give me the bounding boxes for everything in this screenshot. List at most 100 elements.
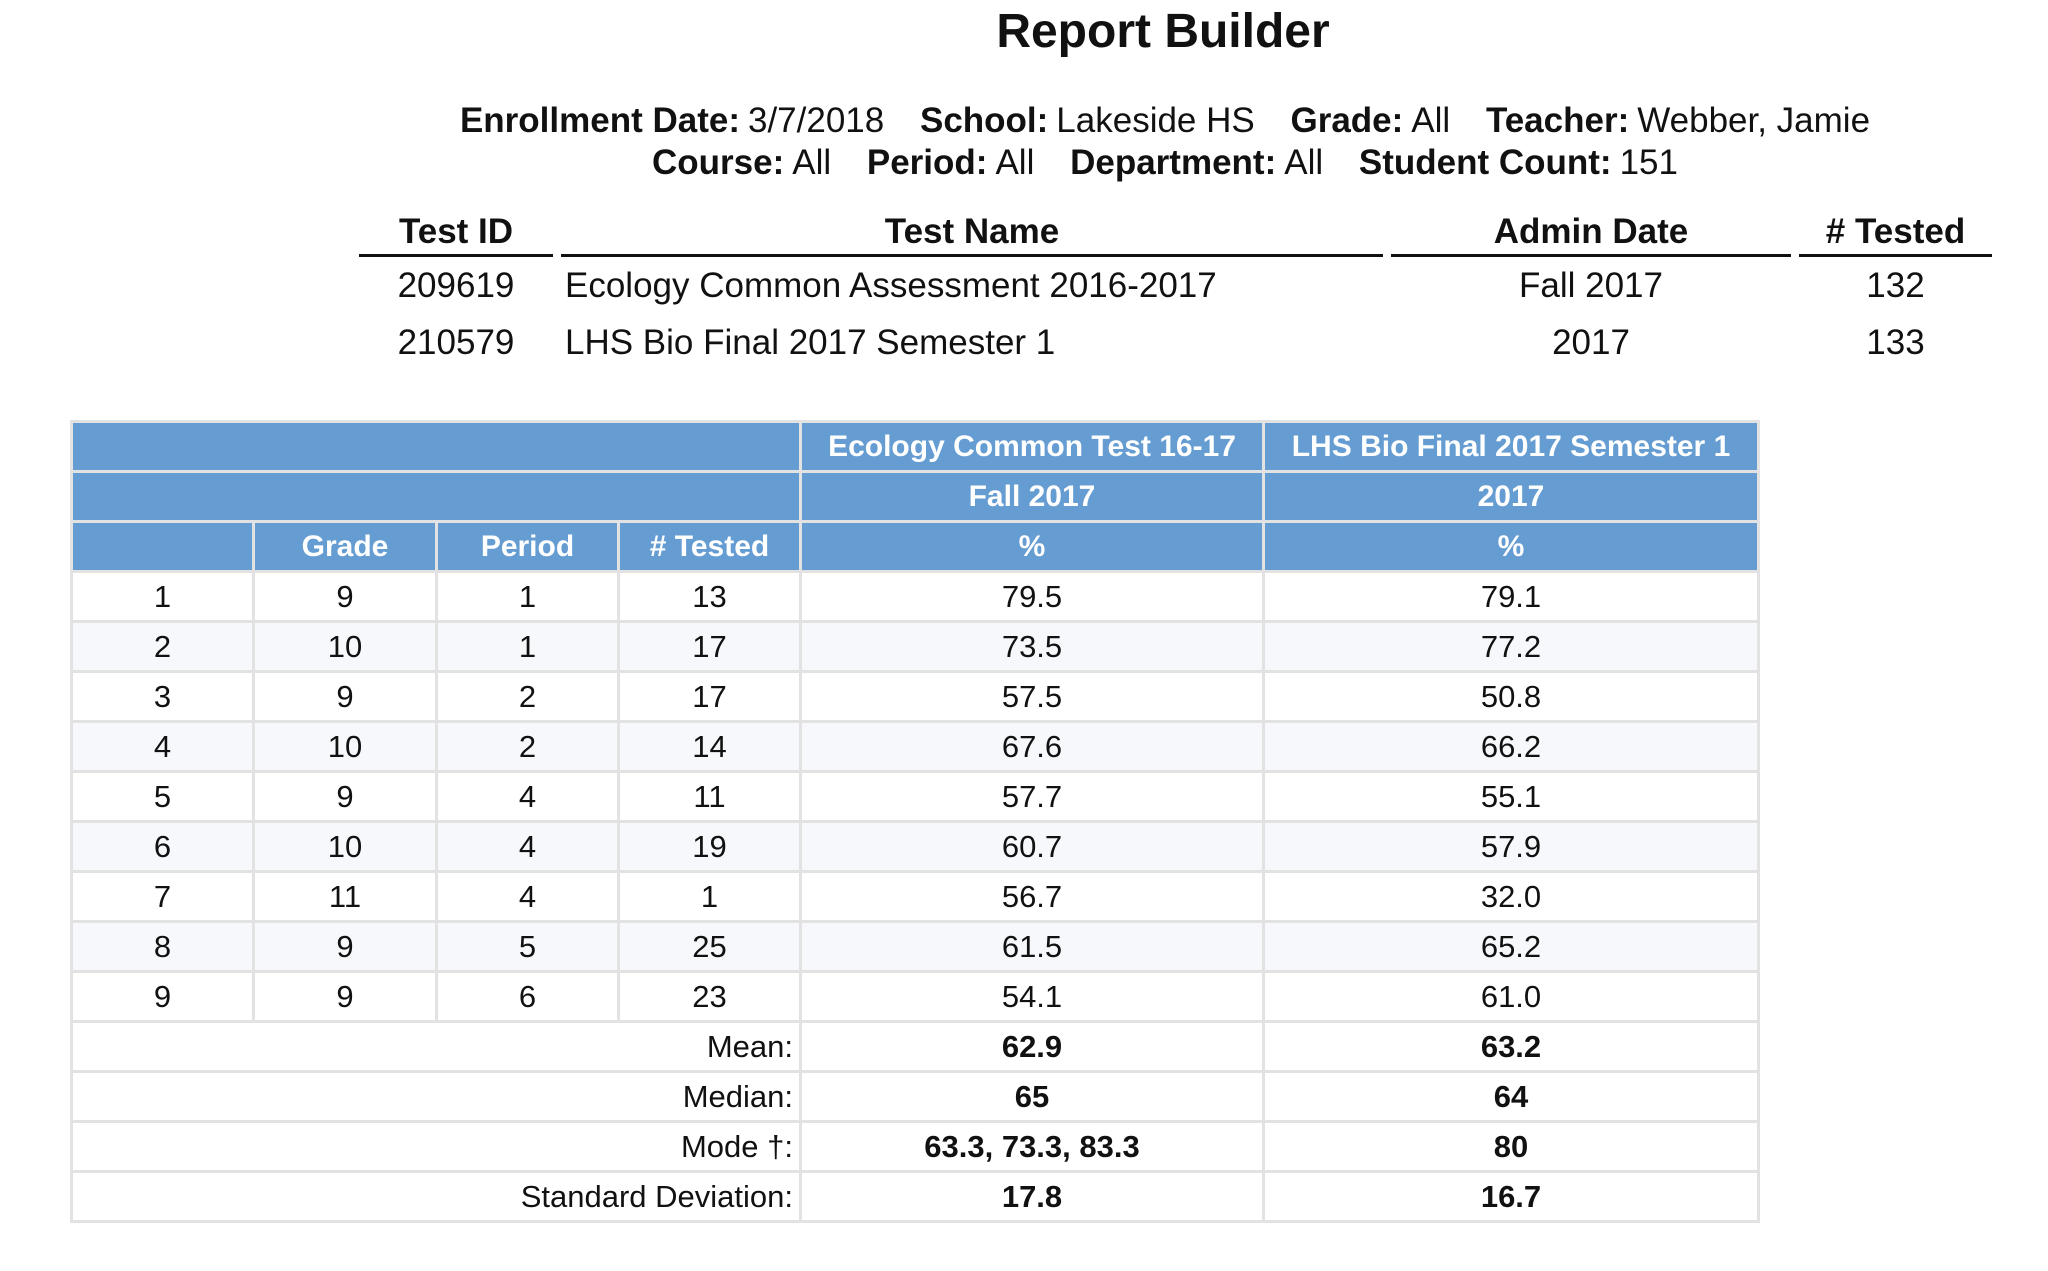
student-count-value: 151 [1619, 143, 1678, 182]
period: 4 [435, 770, 620, 823]
percent-test-2: 57.9 [1262, 820, 1760, 873]
percent-test-2: 79.1 [1262, 570, 1760, 623]
tests-table: Test ID Test Name Admin Date # Tested 20… [351, 210, 2000, 371]
stat-row: Mode †: 63.3, 73.3, 83.3 80 [70, 1120, 1760, 1173]
table-row: 9 9 6 23 54.1 61.0 [70, 970, 1760, 1023]
period-label: Period: [866, 143, 988, 182]
period: 6 [435, 970, 620, 1023]
student-count-label: Student Count: [1358, 143, 1612, 182]
period: 4 [435, 820, 620, 873]
col-percent: % [1262, 520, 1760, 573]
percent-test-1: 67.6 [799, 720, 1265, 773]
col-num-tested: # Tested [1799, 210, 1992, 257]
grade: 9 [252, 770, 438, 823]
num-tested: 11 [617, 770, 802, 823]
col-grade: Grade [252, 520, 438, 573]
grade: 10 [252, 620, 438, 673]
percent-test-2: 50.8 [1262, 670, 1760, 723]
header-blank [70, 420, 802, 473]
percent-test-2: 55.1 [1262, 770, 1760, 823]
period: 5 [435, 920, 620, 973]
enrollment-date-value: 3/7/2018 [747, 101, 885, 140]
test-name: LHS Bio Final 2017 Semester 1 [565, 322, 1056, 362]
num-tested: 23 [617, 970, 802, 1023]
test-name-header: LHS Bio Final 2017 Semester 1 [1262, 420, 1760, 473]
num-tested: 19 [617, 820, 802, 873]
admin-date: 2017 [1552, 322, 1630, 362]
table-row: 6 10 4 19 60.7 57.9 [70, 820, 1760, 873]
school-value: Lakeside HS [1056, 101, 1255, 140]
percent-test-1: 60.7 [799, 820, 1265, 873]
test-name-header: Ecology Common Test 16-17 [799, 420, 1265, 473]
test-name: Ecology Common Assessment 2016-2017 [565, 265, 1217, 305]
department-value: All [1284, 143, 1324, 182]
col-test-name: Test Name [561, 210, 1383, 257]
row-number: 9 [70, 970, 255, 1023]
period: 2 [435, 670, 620, 723]
stat-row: Standard Deviation: 17.8 16.7 [70, 1170, 1760, 1223]
grade: 10 [252, 820, 438, 873]
admin-date-header: Fall 2017 [799, 470, 1265, 523]
results-table: Ecology Common Test 16-17 LHS Bio Final … [70, 420, 1760, 1223]
percent-test-2: 77.2 [1262, 620, 1760, 673]
num-tested: 132 [1866, 265, 1925, 305]
row-number: 4 [70, 720, 255, 773]
period: 1 [435, 620, 620, 673]
stat-value: 17.8 [799, 1170, 1265, 1223]
row-number: 2 [70, 620, 255, 673]
col-admin-date: Admin Date [1391, 210, 1791, 257]
department-label: Department: [1070, 143, 1277, 182]
teacher-label: Teacher: [1485, 101, 1630, 140]
stat-label: Standard Deviation: [70, 1170, 802, 1223]
course-value: All [792, 143, 832, 182]
percent-test-1: 57.5 [799, 670, 1265, 723]
stat-value: 63.3, 73.3, 83.3 [799, 1120, 1265, 1173]
period: 4 [435, 870, 620, 923]
percent-test-1: 79.5 [799, 570, 1265, 623]
grade: 10 [252, 720, 438, 773]
row-number: 7 [70, 870, 255, 923]
admin-date-header: 2017 [1262, 470, 1760, 523]
stat-row: Median: 65 64 [70, 1070, 1760, 1123]
stat-value: 80 [1262, 1120, 1760, 1173]
table-row: 4 10 2 14 67.6 66.2 [70, 720, 1760, 773]
percent-test-1: 73.5 [799, 620, 1265, 673]
col-test-id: Test ID [359, 210, 553, 257]
num-tested: 1 [617, 870, 802, 923]
stat-value: 63.2 [1262, 1020, 1760, 1073]
percent-test-1: 61.5 [799, 920, 1265, 973]
table-row: 5 9 4 11 57.7 55.1 [70, 770, 1760, 823]
filter-summary-line-1: Enrollment Date: 3/7/2018 School: Lakeside… [300, 100, 2030, 142]
stat-label: Mode †: [70, 1120, 802, 1173]
num-tested: 13 [617, 570, 802, 623]
grade: 9 [252, 570, 438, 623]
col-row-number [70, 520, 255, 573]
col-percent: % [799, 520, 1265, 573]
grade-label: Grade: [1290, 101, 1404, 140]
grade-value: All [1411, 101, 1451, 140]
percent-test-2: 32.0 [1262, 870, 1760, 923]
course-label: Course: [651, 143, 785, 182]
table-row: 7 11 4 1 56.7 32.0 [70, 870, 1760, 923]
test-row: 210579 LHS Bio Final 2017 Semester 1 201… [359, 314, 1992, 371]
admin-date: Fall 2017 [1519, 265, 1663, 305]
period: 2 [435, 720, 620, 773]
header-blank [70, 470, 802, 523]
stat-label: Mean: [70, 1020, 802, 1073]
table-row: 8 9 5 25 61.5 65.2 [70, 920, 1760, 973]
row-number: 1 [70, 570, 255, 623]
num-tested: 17 [617, 670, 802, 723]
grade: 11 [252, 870, 438, 923]
percent-test-2: 66.2 [1262, 720, 1760, 773]
page-title: Report Builder [996, 5, 1330, 58]
test-id: 210579 [397, 322, 515, 362]
stat-value: 64 [1262, 1070, 1760, 1123]
percent-test-2: 65.2 [1262, 920, 1760, 973]
enrollment-date-label: Enrollment Date: [459, 101, 740, 140]
col-num-tested: # Tested [617, 520, 802, 573]
grade: 9 [252, 920, 438, 973]
stat-value: 65 [799, 1070, 1265, 1123]
grade: 9 [252, 970, 438, 1023]
num-tested: 14 [617, 720, 802, 773]
school-label: School: [919, 101, 1049, 140]
